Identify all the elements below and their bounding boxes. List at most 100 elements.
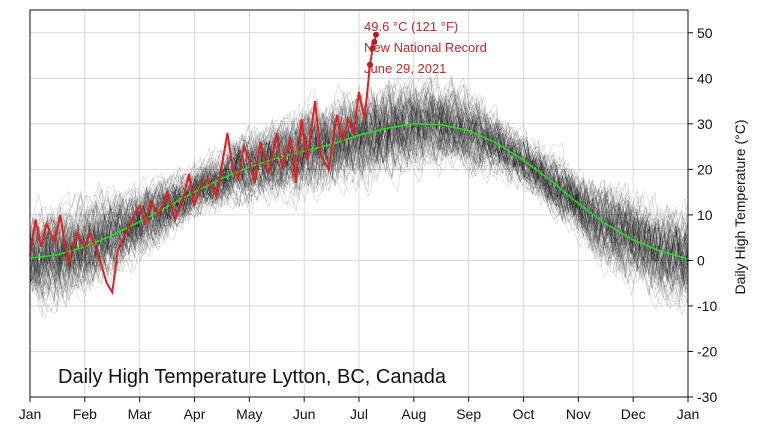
- history-line: [29, 90, 689, 316]
- record-day-point: [366, 61, 373, 68]
- history-line: [29, 87, 689, 289]
- history-line: [29, 108, 689, 286]
- history-line: [29, 83, 689, 293]
- history-line: [29, 79, 689, 308]
- x-tick-label: Mar: [128, 406, 152, 422]
- y-tick-label: 0: [697, 252, 705, 268]
- history-line: [29, 90, 689, 297]
- history-line: [29, 105, 689, 293]
- history-line: [29, 91, 689, 278]
- history-line: [29, 81, 689, 303]
- record-day-point: [372, 31, 379, 38]
- history-line: [29, 84, 689, 286]
- history-line: [29, 89, 689, 301]
- history-line: [29, 85, 689, 291]
- y-tick-label: 40: [697, 70, 713, 86]
- mean-line: [29, 122, 689, 260]
- history-line: [29, 89, 689, 301]
- history-line: [29, 75, 689, 295]
- history-line: [29, 86, 689, 287]
- history-line: [29, 77, 689, 300]
- history-line: [29, 97, 689, 298]
- series-layer: [29, 31, 689, 296]
- history-line: [29, 73, 689, 289]
- history-line: [29, 77, 689, 281]
- history-line: [29, 101, 689, 283]
- history-line: [29, 86, 689, 295]
- history-line: [29, 97, 689, 292]
- history-line: [29, 96, 689, 298]
- y-tick-label: -30: [697, 389, 717, 405]
- history-line: [29, 94, 689, 312]
- y-tick-label: 20: [697, 161, 713, 177]
- history-line: [29, 90, 689, 288]
- x-tick-label: Apr: [184, 406, 206, 422]
- history-line: [29, 92, 689, 319]
- history-line: [29, 98, 689, 283]
- annotation-temperature: 49.6 °C (121 °F): [364, 19, 458, 34]
- history-line: [29, 92, 689, 306]
- record-annotation: 49.6 °C (121 °F) New National Record Jun…: [364, 19, 487, 76]
- history-line: [29, 96, 689, 284]
- history-line: [29, 74, 689, 290]
- line-2021: [29, 34, 377, 296]
- history-line: [29, 83, 689, 285]
- history-line: [29, 88, 689, 294]
- axes: -30 -20 -10 0 10 20 30 40 50 Jan Feb Mar Apr May Jun Ju…: [19, 25, 718, 422]
- y-tick-label: 30: [697, 116, 713, 132]
- history-line: [29, 96, 689, 305]
- history-line: [29, 89, 689, 306]
- history-line: [29, 106, 689, 282]
- history-line: [29, 101, 689, 306]
- history-line: [29, 81, 689, 297]
- record-day-point: [369, 45, 376, 52]
- history-line: [29, 94, 689, 285]
- history-line: [29, 97, 689, 318]
- history-line: [29, 101, 689, 291]
- x-tick-label: Jun: [293, 406, 316, 422]
- y-tick-label: -10: [697, 298, 717, 314]
- y-tick-label: 50: [697, 25, 713, 41]
- history-line: [29, 77, 689, 303]
- history-line: [29, 81, 689, 288]
- history-line: [29, 98, 689, 303]
- x-tick-label: Aug: [401, 406, 426, 422]
- history-line: [29, 85, 689, 282]
- x-tick-label: Jan: [19, 406, 42, 422]
- chart-title: Daily High Temperature Lytton, BC, Canad…: [58, 366, 447, 388]
- history-line: [29, 89, 689, 288]
- grid: [29, 10, 689, 398]
- x-tick-label: May: [236, 406, 262, 422]
- history-line: [29, 87, 689, 295]
- history-line: [29, 74, 689, 282]
- history-line: [29, 73, 689, 290]
- history-line: [29, 86, 689, 301]
- y-tick-label: -20: [697, 343, 717, 359]
- history-line: [29, 91, 689, 286]
- history-line: [29, 90, 689, 287]
- history-line: [29, 77, 689, 287]
- history-line: [29, 83, 689, 296]
- history-line: [29, 93, 689, 276]
- history-line: [29, 90, 689, 293]
- history-line: [29, 89, 689, 286]
- x-tick-label: Nov: [566, 406, 591, 422]
- y-tick-label: 10: [697, 207, 713, 223]
- history-line: [29, 84, 689, 300]
- history-line: [29, 87, 689, 287]
- x-tick-label: Feb: [73, 406, 97, 422]
- annotation-date: June 29, 2021: [364, 61, 446, 76]
- history-line: [29, 95, 689, 284]
- history-line: [29, 87, 689, 293]
- history-line: [29, 91, 689, 283]
- history-line: [29, 92, 689, 279]
- x-tick-label: Sep: [456, 406, 481, 422]
- x-tick-label: Oct: [513, 406, 535, 422]
- history-line: [29, 79, 689, 311]
- history-line: [29, 91, 689, 279]
- history-line: [29, 85, 689, 295]
- x-tick-label: Dec: [621, 406, 646, 422]
- annotation-record: New National Record: [364, 40, 487, 55]
- y-axis-label: Daily High Temperature (°C): [732, 120, 748, 295]
